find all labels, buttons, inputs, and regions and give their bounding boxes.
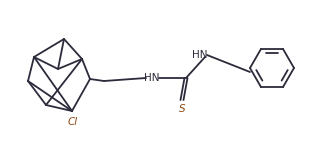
Text: HN: HN bbox=[192, 50, 208, 60]
Text: S: S bbox=[179, 104, 185, 114]
Text: HN: HN bbox=[144, 73, 160, 83]
Text: Cl: Cl bbox=[68, 117, 78, 127]
